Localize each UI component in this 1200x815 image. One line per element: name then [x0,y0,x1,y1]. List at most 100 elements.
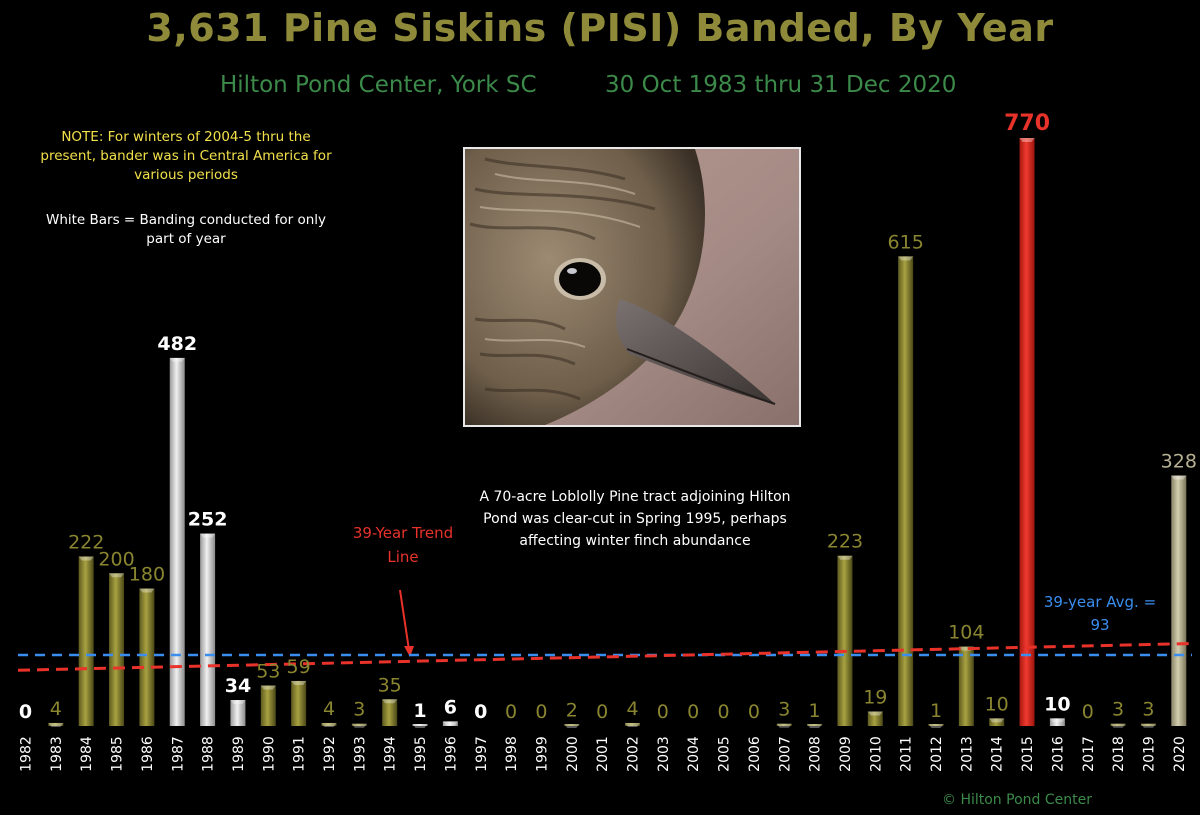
tick-label-1997: 1997 [474,736,490,772]
bar-cap-2016 [1049,718,1065,723]
tick-label-1998: 1998 [504,736,520,772]
tick-label-2017: 2017 [1081,736,1097,772]
value-label-2017: 0 [1082,701,1094,723]
bar-2007 [776,723,792,726]
bar-1987 [169,357,185,726]
value-label-1987: 482 [157,333,197,355]
value-label-1994: 35 [378,674,402,696]
value-label-1985: 200 [98,548,134,570]
chart-title: 3,631 Pine Siskins (PISI) Banded, By Yea… [146,6,1054,50]
tick-label-2005: 2005 [717,736,733,772]
bar-1993 [351,723,367,726]
tick-label-2016: 2016 [1050,736,1066,772]
tick-label-2018: 2018 [1111,736,1127,772]
value-label-1988: 252 [188,509,228,531]
tick-label-1994: 1994 [383,736,399,772]
bar-cap-2018 [1110,723,1126,728]
bar-2015 [1019,138,1035,726]
value-label-2013: 104 [948,622,984,644]
bar-cap-2007 [776,723,792,728]
bar-cap-1986 [139,588,155,593]
tick-label-1992: 1992 [322,736,338,772]
bar-2016 [1049,718,1065,726]
bar-cap-2008 [807,724,823,728]
tick-label-1991: 1991 [292,736,308,772]
bar-2008 [807,724,823,726]
bar-cap-1990 [260,685,276,690]
trend-arrow-head [404,646,414,657]
bar-cap-1987 [169,357,185,362]
tick-label-1999: 1999 [534,736,550,772]
value-label-1989: 34 [225,675,251,697]
bar-1996 [442,721,458,726]
bar-cap-1984 [78,556,94,561]
tick-label-1990: 1990 [261,736,277,772]
tick-label-2006: 2006 [747,736,763,772]
value-label-1999: 0 [535,701,547,723]
value-label-1984: 222 [68,531,104,553]
value-label-1997: 0 [474,701,487,723]
bar-1988 [200,533,216,726]
note-central-america: NOTE: For winters of 2004-5 thru the pre… [40,129,332,183]
bar-2010 [867,711,883,726]
bar-cap-1993 [351,723,367,728]
bar-cap-1994 [382,699,398,704]
bar-1995 [412,724,428,726]
value-label-2000: 2 [566,699,578,721]
tick-label-2013: 2013 [959,736,975,772]
bar-cap-2009 [837,555,853,560]
bar-cap-2019 [1140,723,1156,728]
value-label-2019: 3 [1142,699,1154,721]
value-label-1992: 4 [323,698,335,720]
bar-2009 [837,555,853,726]
trend-line-label: 39-Year Trend Line [352,524,454,566]
tick-label-2020: 2020 [1172,736,1188,772]
value-label-2005: 0 [718,701,730,723]
pine-siskin-photo [463,147,801,427]
bar-2011 [898,256,914,726]
value-label-2018: 3 [1112,699,1124,721]
tick-label-1987: 1987 [170,736,186,772]
trend-arrow [399,589,410,651]
average-label: 39-year Avg. = 93 [1043,593,1157,634]
value-label-1983: 4 [50,698,62,720]
bar-cap-2002 [625,722,640,727]
bar-cap-1989 [230,700,246,705]
bar-2018 [1110,723,1126,726]
note-white-bars: White Bars = Banding conducted for only … [45,212,327,247]
tick-label-2008: 2008 [808,736,824,772]
tick-label-1986: 1986 [140,736,156,772]
bar-cap-2010 [867,711,883,716]
bar-cap-2014 [989,718,1005,723]
bar-cap-1985 [109,573,125,578]
bar-1992 [321,722,337,726]
bar-cap-2012 [928,724,944,728]
tick-label-1985: 1985 [110,736,126,772]
subtitle-date-range: 30 Oct 1983 thru 31 Dec 2020 [605,72,957,98]
value-label-1995: 1 [413,700,426,722]
trend-line [17,642,1193,672]
tick-label-1989: 1989 [231,736,247,772]
bar-1983 [48,722,64,726]
bar-2012 [928,724,944,726]
value-label-1982: 0 [19,701,32,723]
value-label-1990: 53 [256,661,280,683]
clearcut-annotation: A 70-acre Loblolly Pine tract adjoining … [479,489,791,549]
tick-label-1984: 1984 [79,736,95,772]
tick-label-2015: 2015 [1020,736,1036,772]
tick-label-2009: 2009 [838,736,854,772]
value-label-2003: 0 [657,701,669,723]
value-label-1986: 180 [129,564,165,586]
tick-label-1996: 1996 [443,736,459,772]
bar-2002 [625,722,640,726]
tick-label-2007: 2007 [777,736,793,772]
tick-label-1988: 1988 [201,736,217,772]
value-label-1996: 6 [444,696,457,718]
bar-2000 [564,724,580,726]
value-label-2007: 3 [778,699,790,721]
value-label-1998: 0 [505,701,517,723]
value-label-2012: 1 [930,700,942,722]
bar-1991 [291,680,307,726]
bar-cap-2011 [898,256,914,261]
